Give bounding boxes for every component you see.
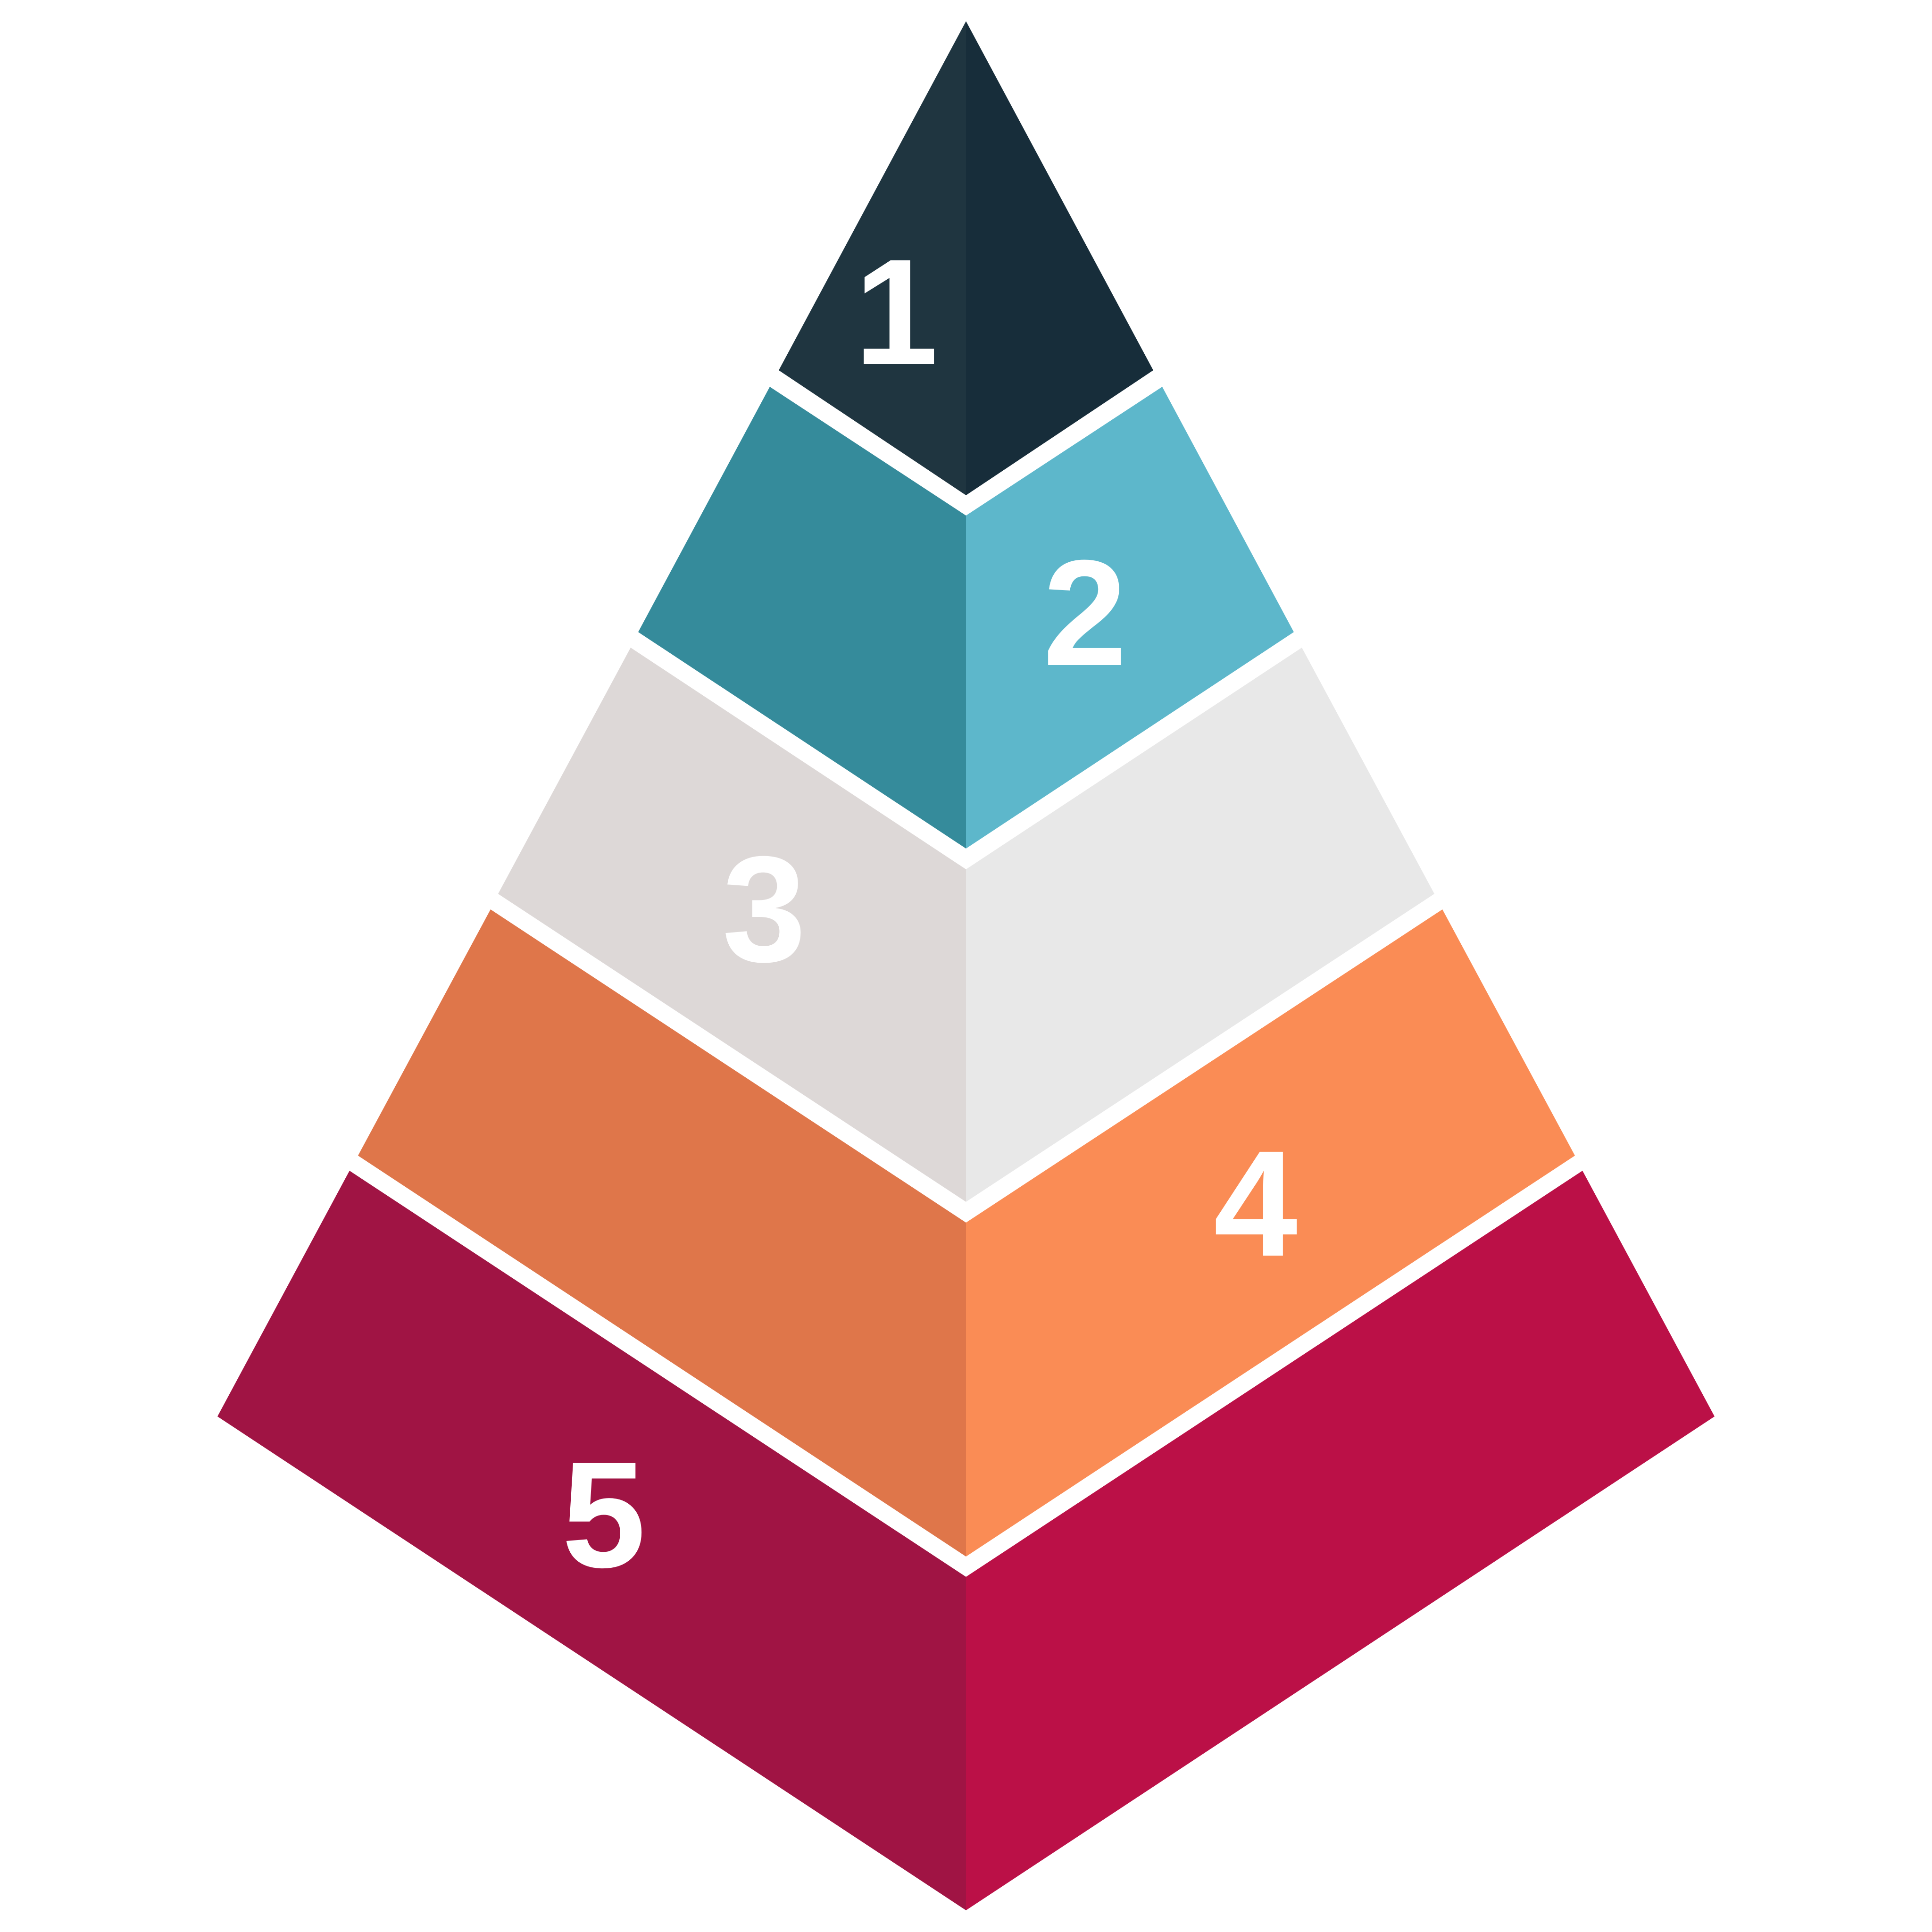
level-2-number: 2 <box>1043 528 1127 697</box>
pyramid-level-5: 5 <box>217 1171 1715 1910</box>
pyramid-level-2: 2 <box>638 387 1294 849</box>
level-5-number: 5 <box>562 1430 646 1599</box>
level-2-right-face <box>966 387 1294 849</box>
pyramid-level-4: 4 <box>358 909 1575 1557</box>
pyramid-level-1: 1 <box>779 21 1153 495</box>
level-3-number: 3 <box>722 824 806 993</box>
level-4-right-face <box>966 909 1575 1557</box>
pyramid-level-3: 3 <box>498 648 1434 1202</box>
level-1-left-face <box>779 21 966 495</box>
level-3-right-face <box>966 648 1434 1202</box>
level-5-left-face <box>217 1171 966 1910</box>
level-2-left-face <box>638 387 966 849</box>
level-4-number: 4 <box>1214 1119 1299 1288</box>
level-1-right-face <box>966 21 1153 495</box>
level-3-left-face <box>498 648 966 1202</box>
level-5-right-face <box>966 1171 1715 1910</box>
level-4-left-face <box>358 909 966 1557</box>
level-1-number: 1 <box>854 227 938 396</box>
